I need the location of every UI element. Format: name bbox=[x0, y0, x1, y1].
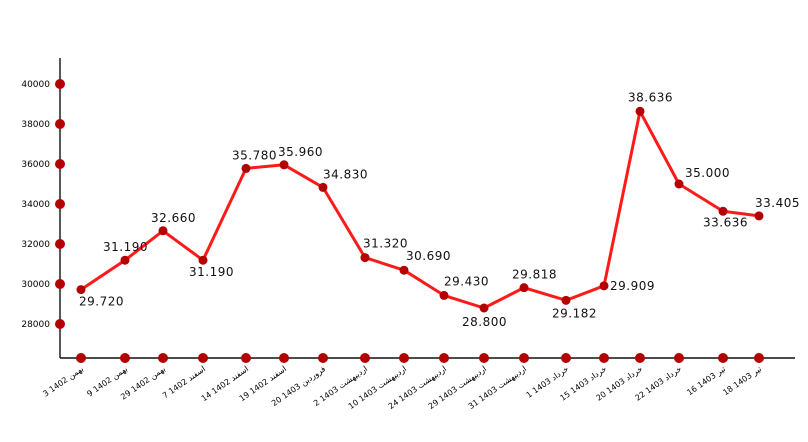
y-tick-marker bbox=[55, 159, 65, 169]
x-tick-marker bbox=[120, 353, 130, 363]
data-label: 29.430 bbox=[444, 274, 489, 288]
x-tick-marker bbox=[561, 353, 571, 363]
y-tick-marker bbox=[55, 199, 65, 209]
data-labels: 29.720 31.190 32.660 31.190 35.780 35.96034.8… bbox=[79, 90, 800, 329]
data-point bbox=[279, 160, 289, 170]
y-tick-label: 40000 bbox=[21, 80, 50, 90]
data-label: 29.720 bbox=[79, 295, 124, 309]
data-label: 38.636 bbox=[628, 90, 673, 104]
y-tick-label: 36000 bbox=[21, 160, 50, 170]
data-point bbox=[561, 295, 571, 305]
data-point bbox=[439, 290, 449, 300]
data-point bbox=[360, 253, 370, 263]
data-point bbox=[718, 206, 728, 216]
data-label: 31.320 bbox=[363, 237, 408, 251]
data-label: 35.000 bbox=[685, 166, 730, 180]
y-tick-label: 30000 bbox=[21, 280, 50, 290]
x-tick-marker bbox=[479, 353, 489, 363]
x-tick-marker bbox=[439, 353, 449, 363]
x-tick-marker bbox=[241, 353, 251, 363]
y-tick-label: 38000 bbox=[21, 120, 50, 130]
data-point bbox=[754, 211, 764, 221]
data-label: 29.909 bbox=[610, 279, 655, 293]
x-tick-marker bbox=[198, 353, 208, 363]
x-tick-marker bbox=[318, 353, 328, 363]
data-label: 33.636 bbox=[703, 215, 748, 229]
y-tick-marker bbox=[55, 319, 65, 329]
data-point bbox=[519, 283, 529, 293]
y-tick-marker bbox=[55, 79, 65, 89]
data-label: 29.182 bbox=[552, 306, 597, 320]
y-tick-marker bbox=[55, 279, 65, 289]
data-label: 31.190 bbox=[189, 265, 234, 279]
x-tick-marker bbox=[360, 353, 370, 363]
y-tick-marker bbox=[55, 239, 65, 249]
x-tick-marker bbox=[279, 353, 289, 363]
data-point bbox=[674, 179, 684, 189]
data-label: 29.818 bbox=[512, 268, 557, 282]
data-label: 35.960 bbox=[278, 145, 323, 159]
data-label: 33.405 bbox=[755, 196, 800, 210]
data-point bbox=[76, 285, 86, 295]
series-line bbox=[80, 109, 760, 310]
data-label: 32.660 bbox=[151, 211, 196, 225]
data-point bbox=[198, 255, 208, 265]
y-tick-marker bbox=[55, 119, 65, 129]
y-tick-label: 32000 bbox=[21, 240, 50, 250]
x-tick-marker bbox=[76, 353, 86, 363]
x-tick-marker bbox=[718, 353, 728, 363]
data-point bbox=[635, 106, 645, 116]
data-point bbox=[318, 182, 328, 192]
price-series bbox=[76, 106, 764, 313]
x-tick-marker bbox=[599, 353, 609, 363]
data-label: 35.780 bbox=[232, 148, 277, 162]
y-tick-label: 28000 bbox=[21, 320, 50, 330]
data-point bbox=[399, 265, 409, 275]
y-tick-label: 34000 bbox=[21, 200, 50, 210]
data-point bbox=[241, 163, 251, 173]
x-tick-label: 3 بهمن 1402 bbox=[41, 364, 85, 398]
data-label: 34.830 bbox=[323, 167, 368, 181]
data-point bbox=[599, 281, 609, 291]
data-label: 30.690 bbox=[406, 249, 451, 263]
axes bbox=[59, 58, 795, 359]
x-tick-label: 16 تیر 1403 bbox=[685, 364, 727, 397]
data-point bbox=[120, 255, 130, 265]
x-tick-marker bbox=[674, 353, 684, 363]
data-point bbox=[158, 226, 168, 236]
x-tick-marker bbox=[519, 353, 529, 363]
y-axis-ticks: 40000 38000 36000 34000 32000 30000 28000 bbox=[21, 79, 65, 330]
data-point bbox=[479, 303, 489, 313]
x-tick-marker bbox=[399, 353, 409, 363]
x-tick-marker bbox=[635, 353, 645, 363]
data-label: 31.190 bbox=[103, 240, 148, 254]
x-tick-marker bbox=[754, 353, 764, 363]
x-tick-label: 18 تیر 1403 bbox=[721, 364, 763, 397]
x-tick-marker bbox=[158, 353, 168, 363]
data-label: 28.800 bbox=[462, 315, 507, 329]
